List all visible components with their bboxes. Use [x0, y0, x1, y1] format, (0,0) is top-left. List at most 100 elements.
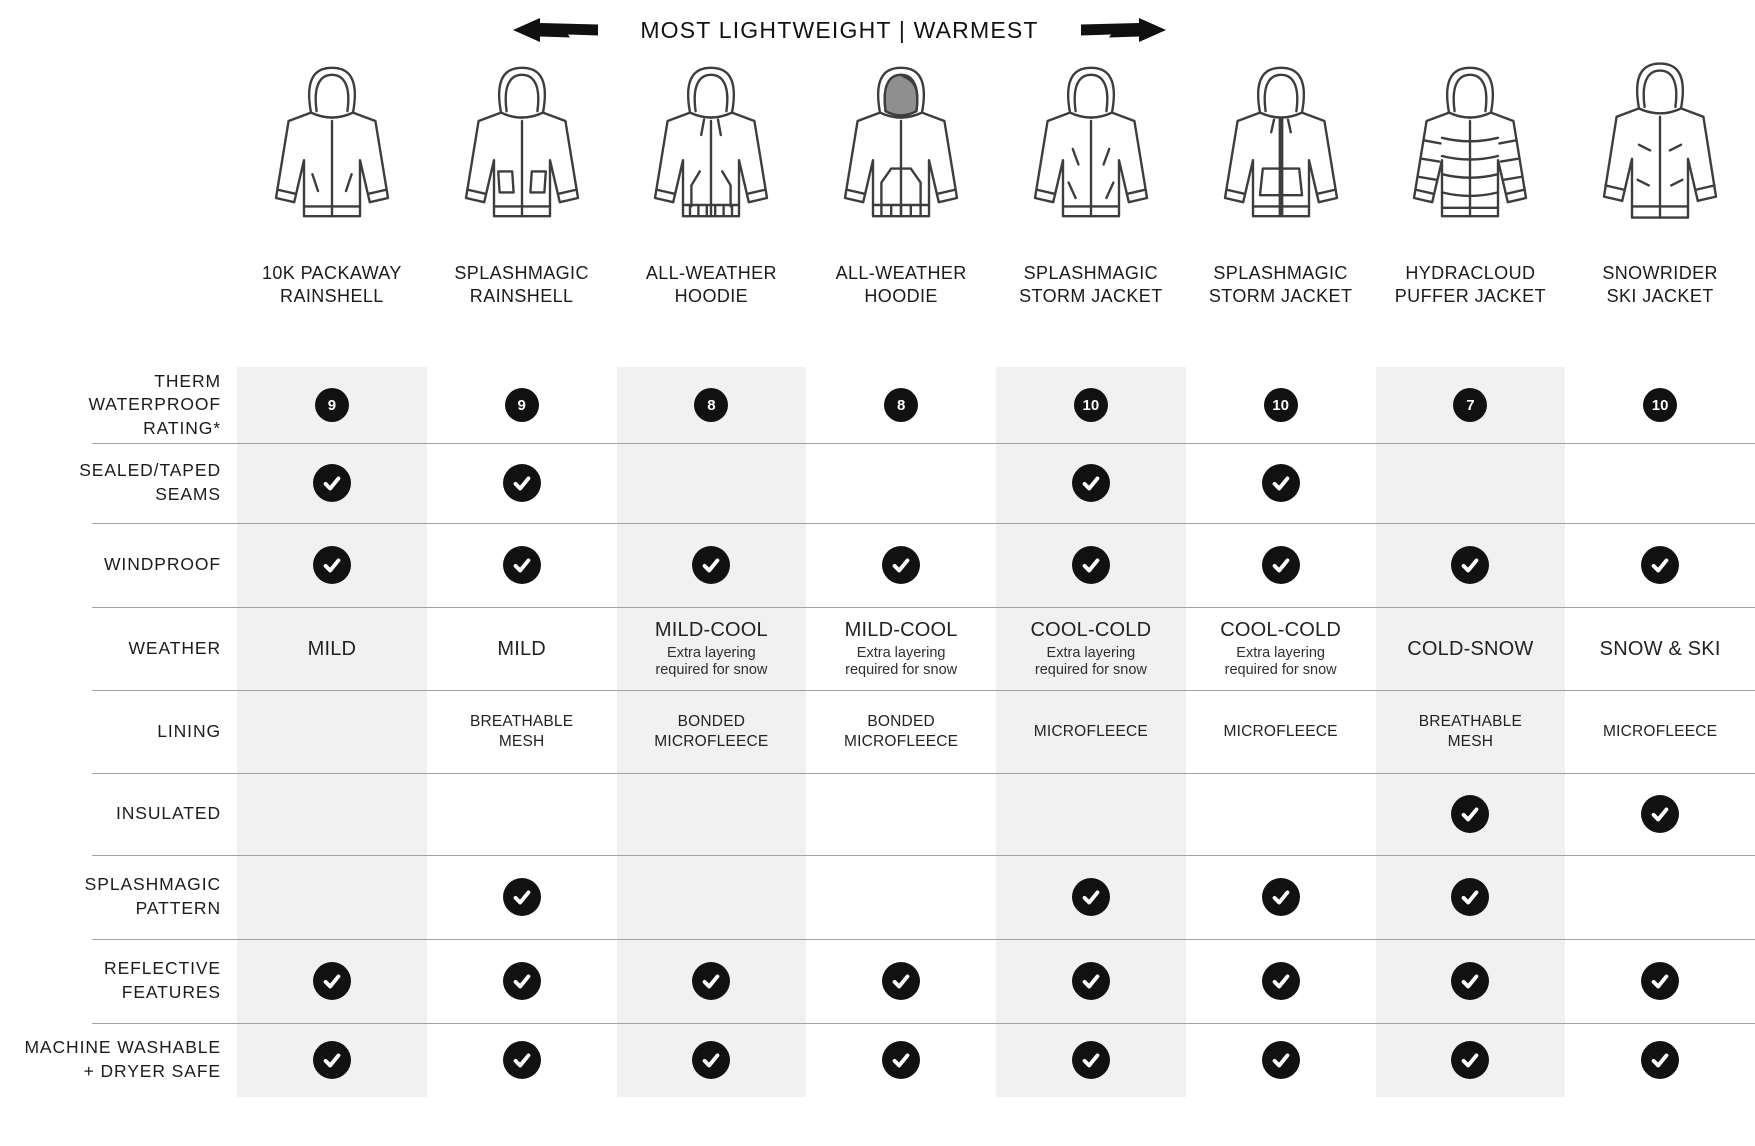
table-cell: [427, 443, 617, 523]
rainshell-jacket-icon: [248, 58, 416, 254]
table-cell: [427, 855, 617, 939]
check-icon: [1641, 546, 1680, 584]
rating-badge: 10: [1263, 388, 1298, 422]
right-arrow-icon: [1079, 16, 1169, 44]
cell-value: MILD-COOL: [844, 618, 958, 641]
table-cell: [1375, 443, 1566, 523]
table-cell: [1375, 773, 1566, 855]
table-cell: [1375, 523, 1566, 607]
check-icon: [1071, 1041, 1110, 1079]
table-cell: [237, 690, 427, 773]
table-row-2: SEALED/TAPED SEAMS: [0, 443, 1755, 523]
table-cell: [996, 1023, 1186, 1097]
cell-value: SNOW & SKI: [1599, 637, 1721, 660]
row-label: INSULATED: [115, 803, 221, 824]
table-cell: 10: [1186, 367, 1376, 443]
row-label: LINING: [157, 720, 221, 741]
product-name: SPLASHMAGIC STORM JACKET: [1208, 263, 1353, 307]
table-cell: [616, 939, 807, 1023]
table-cell: MILD-COOL Extra layering required for sno…: [616, 607, 807, 690]
check-icon: [882, 962, 921, 1000]
table-cell: BONDED MICROFLEECE: [616, 690, 807, 773]
table-cell: [237, 1023, 427, 1097]
table-cell: [1565, 855, 1755, 939]
cell-value: COOL-COLD: [1030, 618, 1152, 641]
cell-value: MILD: [497, 637, 546, 660]
table-cell: [996, 443, 1186, 523]
cell-value: MICROFLEECE: [1033, 722, 1148, 740]
table-cell: [1565, 773, 1755, 855]
check-icon: [1261, 464, 1300, 502]
cell-value: MILD: [307, 637, 357, 660]
check-icon: [1641, 795, 1680, 833]
ski-jacket-icon: [1576, 58, 1744, 254]
check-icon: [1451, 962, 1490, 1000]
table-cell: MILD: [237, 607, 427, 690]
rating-badge: 7: [1453, 388, 1488, 422]
table-row-9: MACHINE WASHABLE + DRYER SAFE: [0, 1023, 1755, 1097]
cell-subtext: Extra layering required for snow: [845, 644, 958, 678]
cell-value: MICROFLEECE: [1223, 722, 1338, 740]
table-cell: MICROFLEECE: [996, 690, 1186, 773]
table-cell: 8: [616, 367, 807, 443]
hoodie-jacket-icon: [627, 58, 795, 254]
check-icon: [1071, 546, 1110, 584]
check-icon: [1641, 1041, 1680, 1079]
table-cell: [1186, 855, 1376, 939]
table-cell: [806, 1023, 996, 1097]
cell-subtext: Extra layering required for snow: [1224, 644, 1337, 678]
table-cell: [237, 855, 427, 939]
table-cell: [1375, 855, 1566, 939]
feature-table: THERM WATERPROOF RATING* 9 9 8 8 10 10 7 10 SEALE…: [0, 367, 1755, 1097]
row-label: REFLECTIVE FEATURES: [104, 958, 221, 1002]
legend: MOST LIGHTWEIGHT | WARMEST: [0, 16, 1717, 44]
check-icon: [1641, 962, 1680, 1000]
cell-value: BREATHABLE MESH: [1418, 713, 1523, 750]
table-cell: [616, 773, 807, 855]
table-row-4: WEATHER MILD MILD MILD-COOL Extra layering r…: [0, 607, 1755, 690]
table-cell: COOL-COLD Extra layering required for sno…: [1186, 607, 1376, 690]
check-icon: [692, 1041, 731, 1079]
check-icon: [1071, 962, 1110, 1000]
table-cell: MICROFLEECE: [1565, 690, 1755, 773]
table-cell: [237, 773, 427, 855]
table-cell: [237, 523, 427, 607]
table-cell: BONDED MICROFLEECE: [806, 690, 996, 773]
rating-badge: 9: [314, 388, 349, 422]
rainshell-pocket-jacket-icon: [438, 58, 606, 254]
cell-subtext: Extra layering required for snow: [655, 644, 768, 678]
table-cell: [1565, 523, 1755, 607]
puffer-jacket-icon: [1386, 58, 1554, 254]
check-icon: [1261, 878, 1300, 916]
table-row-5: LINING BREATHABLE MESH BONDED MICROFLEECE B…: [0, 690, 1755, 773]
table-cell: [237, 443, 427, 523]
table-cell: [616, 1023, 807, 1097]
check-icon: [1261, 1041, 1300, 1079]
table-cell: [1565, 939, 1755, 1023]
table-cell: 10: [996, 367, 1186, 443]
product-name: 10K PACKAWAY RAINSHELL: [261, 263, 402, 307]
product-column-5: SPLASHMAGIC STORM JACKET: [996, 58, 1186, 308]
table-cell: COOL-COLD Extra layering required for sno…: [996, 607, 1186, 690]
table-cell: MILD-COOL Extra layering required for sno…: [806, 607, 996, 690]
table-row-6: INSULATED: [0, 773, 1755, 855]
check-icon: [1451, 546, 1490, 584]
table-row-3: WINDPROOF: [0, 523, 1755, 607]
table-cell: [1565, 443, 1755, 523]
check-icon: [692, 546, 731, 584]
table-cell: 9: [237, 367, 427, 443]
cell-value: MICROFLEECE: [1603, 722, 1718, 740]
legend-title: MOST LIGHTWEIGHT | WARMEST: [640, 16, 1039, 43]
product-name: SPLASHMAGIC STORM JACKET: [1019, 263, 1163, 307]
table-cell: 9: [427, 367, 617, 443]
row-label: SEALED/TAPED SEAMS: [79, 460, 221, 504]
table-cell: 10: [1565, 367, 1755, 443]
check-icon: [312, 962, 351, 1000]
check-icon: [502, 878, 541, 916]
rating-badge: 8: [694, 388, 729, 422]
table-cell: [1186, 523, 1376, 607]
check-icon: [312, 464, 351, 502]
check-icon: [502, 546, 541, 584]
product-column-2: SPLASHMAGIC RAINSHELL: [427, 58, 617, 308]
check-icon: [1451, 878, 1490, 916]
